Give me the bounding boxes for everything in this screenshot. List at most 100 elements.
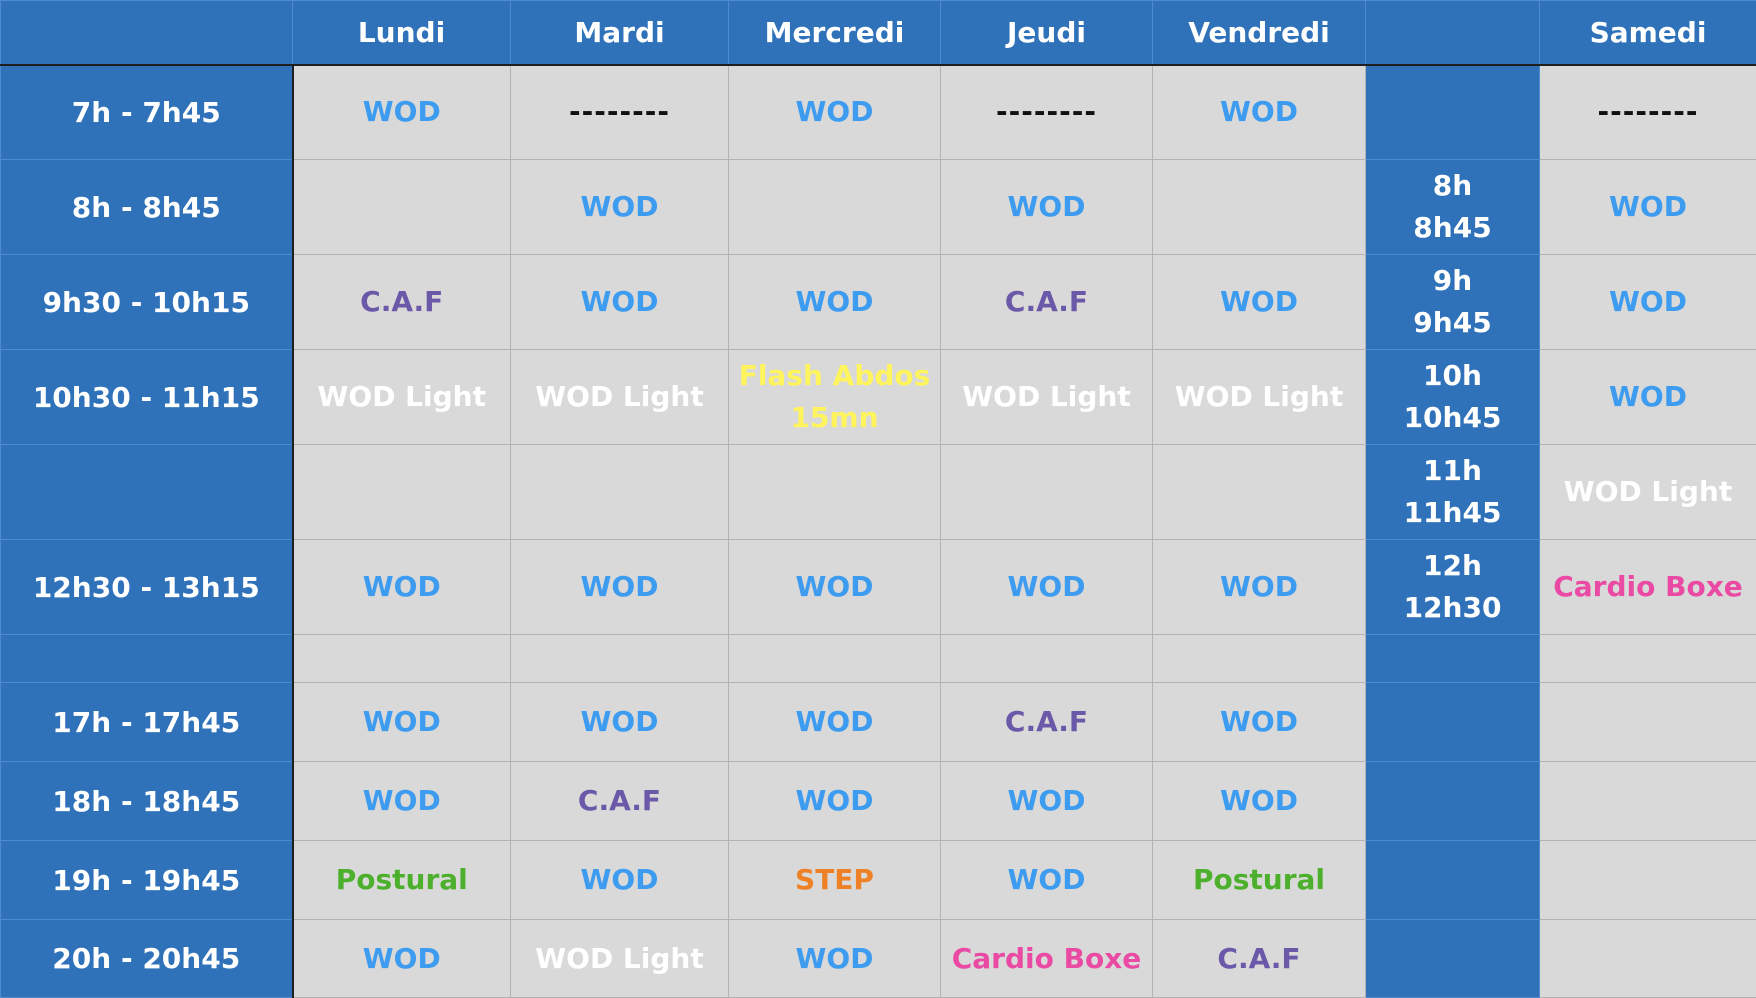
cell-jeudi: WOD — [941, 540, 1153, 635]
cell-samedi: WOD — [1540, 255, 1756, 350]
no-class-dash: -------- — [996, 91, 1097, 133]
time-slot: 17h - 17h45 — [1, 683, 293, 762]
cell-samedi — [1540, 920, 1756, 998]
cell-mardi: C.A.F — [511, 762, 729, 841]
cell-jeudi: WOD — [941, 160, 1153, 255]
activity-duration: 15mn — [790, 397, 878, 439]
cell-vendredi: WOD — [1153, 255, 1366, 350]
activity-label: WOD — [796, 566, 874, 608]
activity-label: WOD — [1008, 186, 1086, 228]
activity-label: WOD Light — [535, 938, 703, 980]
cell-jeudi: WOD Light — [941, 350, 1153, 445]
saturday-time-slot — [1366, 65, 1540, 160]
cell-lundi: WOD — [293, 65, 511, 160]
activity-label: WOD — [1220, 566, 1298, 608]
saturday-time-slot — [1366, 762, 1540, 841]
cell-jeudi: C.A.F — [941, 683, 1153, 762]
saturday-time-start: 10h — [1423, 359, 1482, 392]
cell-mercredi: WOD — [729, 683, 941, 762]
cell-lundi: WOD — [293, 683, 511, 762]
cell-jeudi: Cardio Boxe — [941, 920, 1153, 998]
time-slot: 7h - 7h45 — [1, 65, 293, 160]
cell-mercredi — [729, 445, 941, 540]
cell-mercredi — [729, 635, 941, 683]
cell-mardi — [511, 445, 729, 540]
cell-lundi — [293, 635, 511, 683]
activity-label: WOD — [363, 566, 441, 608]
cell-lundi: WOD — [293, 920, 511, 998]
time-slot: 19h - 19h45 — [1, 841, 293, 920]
activity-label: WOD — [581, 701, 659, 743]
cell-jeudi: WOD — [941, 841, 1153, 920]
time-slot: 18h - 18h45 — [1, 762, 293, 841]
cell-mercredi: STEP — [729, 841, 941, 920]
cell-mardi: WOD Light — [511, 920, 729, 998]
activity-label: Cardio Boxe — [1553, 566, 1743, 608]
activity-label: WOD — [363, 701, 441, 743]
activity-label: WOD — [1008, 859, 1086, 901]
header-lundi: Lundi — [293, 1, 511, 65]
cell-samedi — [1540, 635, 1756, 683]
cell-mercredi: WOD — [729, 762, 941, 841]
cell-vendredi: WOD — [1153, 762, 1366, 841]
activity-label: C.A.F — [578, 780, 661, 822]
cell-vendredi — [1153, 445, 1366, 540]
cell-mardi: WOD — [511, 841, 729, 920]
table-row — [1, 635, 1756, 683]
header-row: Lundi Mardi Mercredi Jeudi Vendredi Same… — [1, 1, 1756, 65]
cell-samedi: WOD — [1540, 160, 1756, 255]
table-row: 7h - 7h45 WOD -------- WOD -------- WOD … — [1, 65, 1756, 160]
cell-samedi — [1540, 762, 1756, 841]
activity-label: WOD — [796, 91, 874, 133]
cell-lundi: Postural — [293, 841, 511, 920]
cell-lundi: WOD Light — [293, 350, 511, 445]
saturday-time-end: 12h30 — [1404, 591, 1502, 624]
cell-vendredi: WOD — [1153, 683, 1366, 762]
cell-samedi: Cardio Boxe — [1540, 540, 1756, 635]
activity-label: WOD Light — [535, 376, 703, 418]
cell-jeudi — [941, 445, 1153, 540]
activity-label: WOD — [796, 701, 874, 743]
activity-label: WOD — [1609, 281, 1687, 323]
saturday-time-slot — [1366, 841, 1540, 920]
activity-label: STEP — [795, 859, 874, 901]
activity-label: WOD — [1220, 780, 1298, 822]
activity-label: WOD — [581, 859, 659, 901]
cell-mercredi: WOD — [729, 540, 941, 635]
activity-label: WOD — [796, 780, 874, 822]
saturday-time-end: 8h45 — [1413, 211, 1491, 244]
header-mardi: Mardi — [511, 1, 729, 65]
activity-label: Postural — [336, 859, 468, 901]
table-row: 17h - 17h45 WOD WOD WOD C.A.F WOD — [1, 683, 1756, 762]
cell-lundi: WOD — [293, 540, 511, 635]
cell-mardi: WOD Light — [511, 350, 729, 445]
cell-jeudi: -------- — [941, 65, 1153, 160]
cell-jeudi: WOD — [941, 762, 1153, 841]
activity-label: WOD — [363, 938, 441, 980]
activity-label: WOD — [796, 938, 874, 980]
activity-label: C.A.F — [360, 281, 443, 323]
cell-mercredi: WOD — [729, 65, 941, 160]
activity-label: WOD — [1008, 780, 1086, 822]
cell-vendredi: WOD Light — [1153, 350, 1366, 445]
time-slot: 12h30 - 13h15 — [1, 540, 293, 635]
cell-mardi — [511, 635, 729, 683]
cell-vendredi: C.A.F — [1153, 920, 1366, 998]
table-row: 18h - 18h45 WOD C.A.F WOD WOD WOD — [1, 762, 1756, 841]
time-slot: 8h - 8h45 — [1, 160, 293, 255]
cell-vendredi — [1153, 160, 1366, 255]
activity-label: WOD — [581, 281, 659, 323]
activity-label: WOD — [1008, 566, 1086, 608]
saturday-time-end: 9h45 — [1413, 306, 1491, 339]
header-saturday-time — [1366, 1, 1540, 65]
header-mercredi: Mercredi — [729, 1, 941, 65]
cell-vendredi: WOD — [1153, 540, 1366, 635]
cell-jeudi: C.A.F — [941, 255, 1153, 350]
activity-label: WOD — [1609, 186, 1687, 228]
